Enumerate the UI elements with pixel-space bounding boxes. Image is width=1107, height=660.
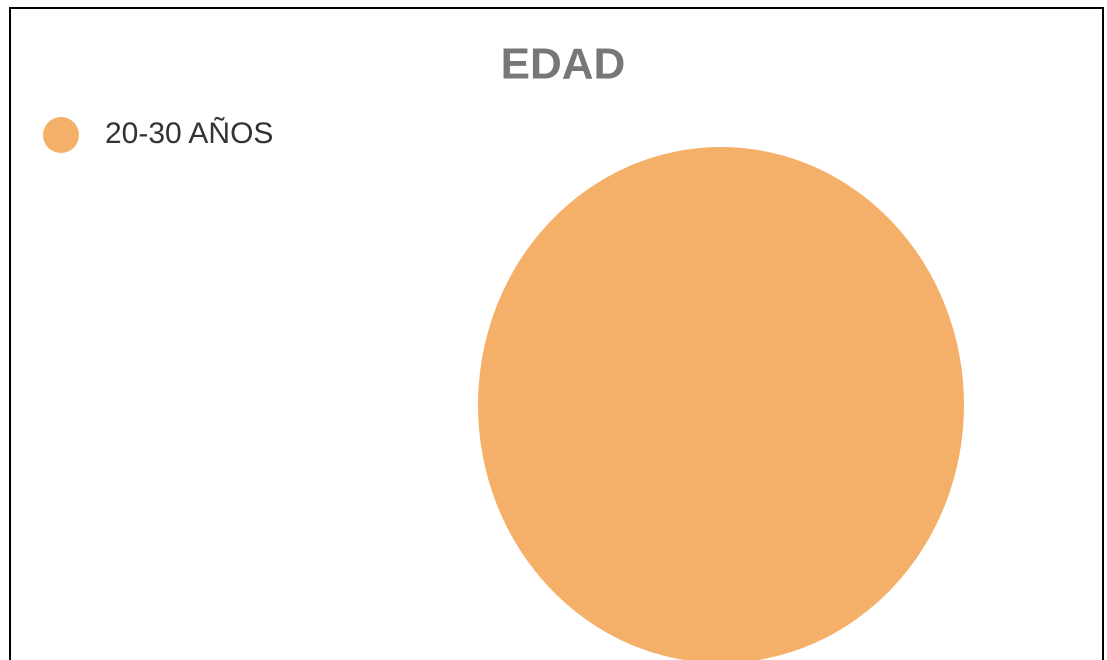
legend-swatch <box>43 117 79 153</box>
pie-slice <box>478 147 964 660</box>
chart-title: EDAD <box>501 40 626 89</box>
legend-label: 20-30 AÑOS <box>105 116 273 150</box>
